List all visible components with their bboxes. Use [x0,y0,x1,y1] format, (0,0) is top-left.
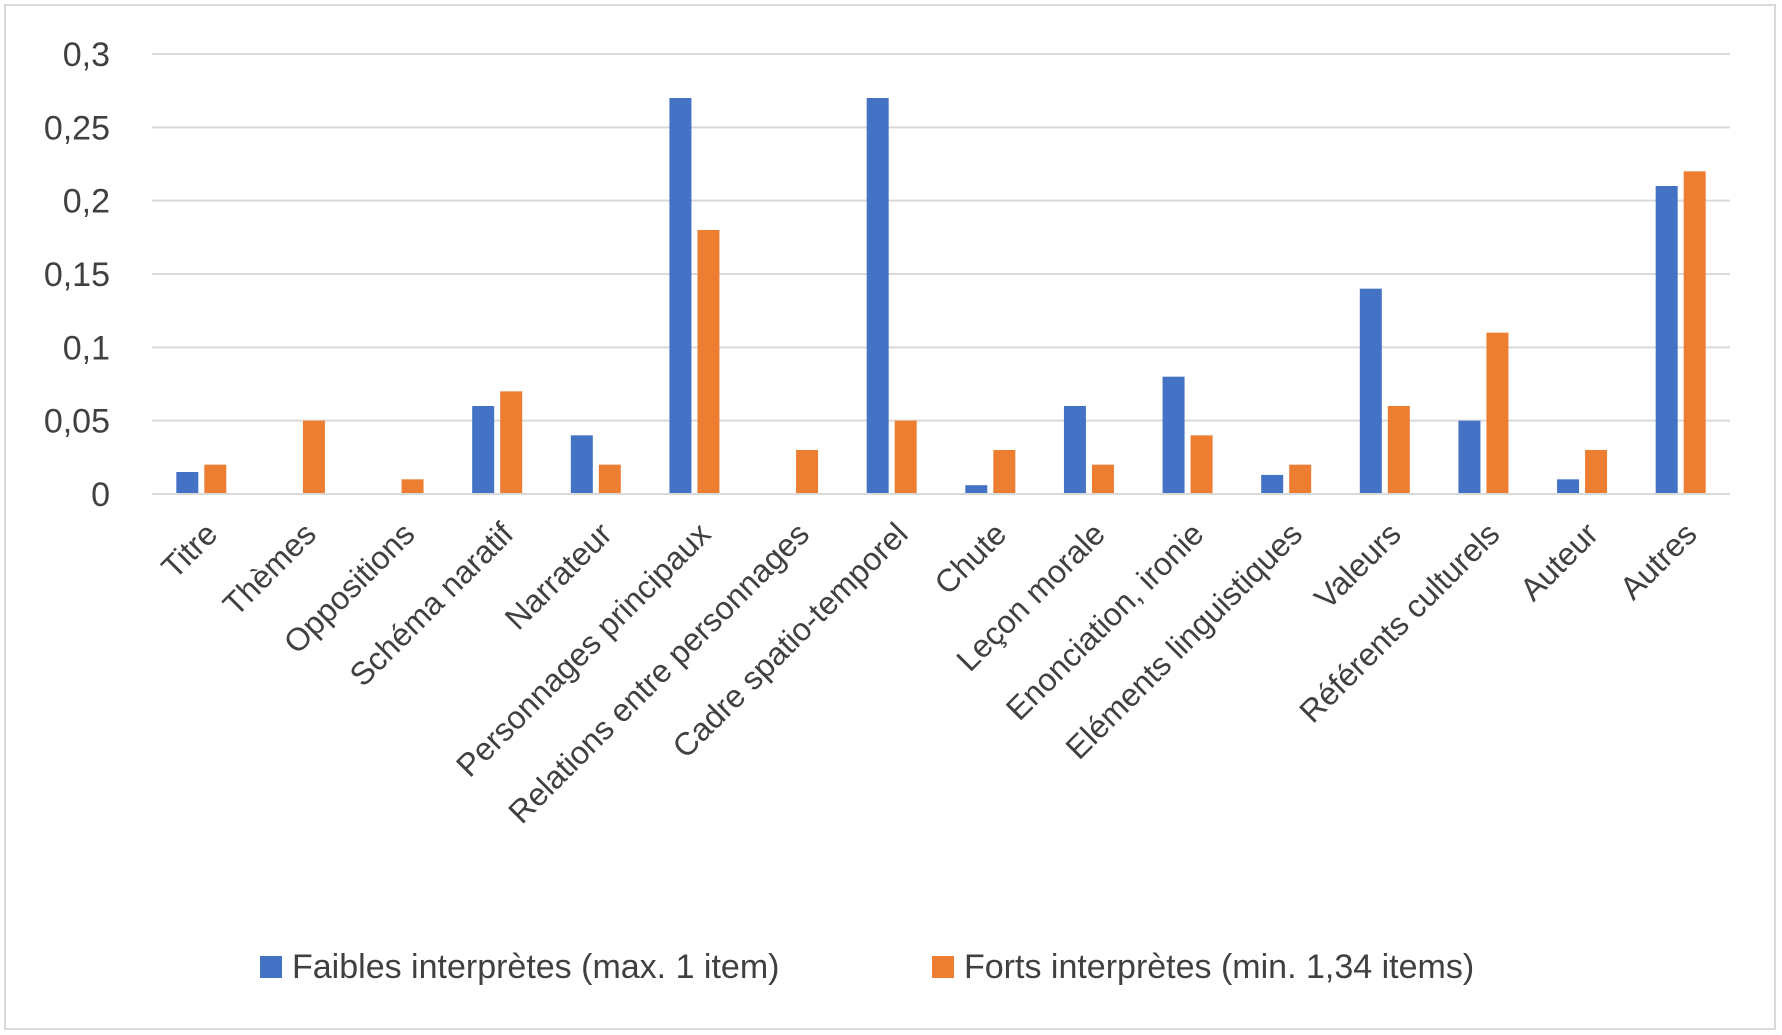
bar-forts [894,420,917,494]
y-tick-label: 0,25 [44,109,110,147]
legend-swatch [932,956,954,978]
bar-forts [401,479,424,494]
bar-faibles [669,98,692,494]
bars [176,98,1706,495]
bar-forts [1683,171,1706,495]
bar-forts [1585,450,1608,494]
bar-forts [1486,332,1509,494]
chart-frame: 0 0,05 0,1 0,15 0,2 0,25 0,3 Titre Thèmes Opposi… [4,4,1776,1030]
y-tick-label: 0,05 [44,403,110,441]
bar-faibles [866,98,889,494]
bar-forts [1289,464,1312,494]
bar-faibles [1261,474,1284,494]
y-tick-label: 0,2 [63,183,110,221]
bar-faibles [472,406,495,494]
category-label: Chute [927,515,1013,601]
bar-forts [1091,464,1114,494]
y-axis-ticks: 0 0,05 0,1 0,15 0,2 0,25 0,3 [44,36,110,514]
bar-faibles [1063,406,1086,494]
bar-chart: 0 0,05 0,1 0,15 0,2 0,25 0,3 TitreThèmesOpposi… [44,36,1730,986]
bar-faibles [176,472,199,494]
y-tick-label: 0,1 [63,329,110,367]
category-label: Titre [154,515,224,585]
bar-forts [1190,435,1213,494]
y-tick-label: 0,15 [44,256,110,294]
bar-faibles [1458,420,1481,494]
bar-faibles [570,435,593,494]
bar-forts [500,391,523,494]
y-tick-label: 0 [91,476,110,514]
bar-faibles [1359,288,1382,494]
bar-forts [993,450,1016,494]
bar-forts [302,420,325,494]
legend-label: Faibles interprètes (max. 1 item) [292,948,780,986]
y-tick-label: 0,3 [63,36,110,74]
bar-forts [204,464,227,494]
category-label: Autres [1613,515,1704,606]
bar-faibles [1557,479,1580,494]
category-label: Auteur [1513,515,1605,607]
legend-swatch [260,956,282,978]
bar-forts [796,450,819,494]
bar-faibles [965,485,988,494]
bar-forts [1387,406,1410,494]
bar-faibles [1162,376,1185,494]
category-label: Valeurs [1307,515,1407,615]
bar-faibles [1655,186,1678,494]
bar-forts [598,464,621,494]
bar-forts [697,230,720,494]
legend-label: Forts interprètes (min. 1,34 items) [964,948,1474,986]
legend: Faibles interprètes (max. 1 item) Forts i… [260,948,1474,986]
